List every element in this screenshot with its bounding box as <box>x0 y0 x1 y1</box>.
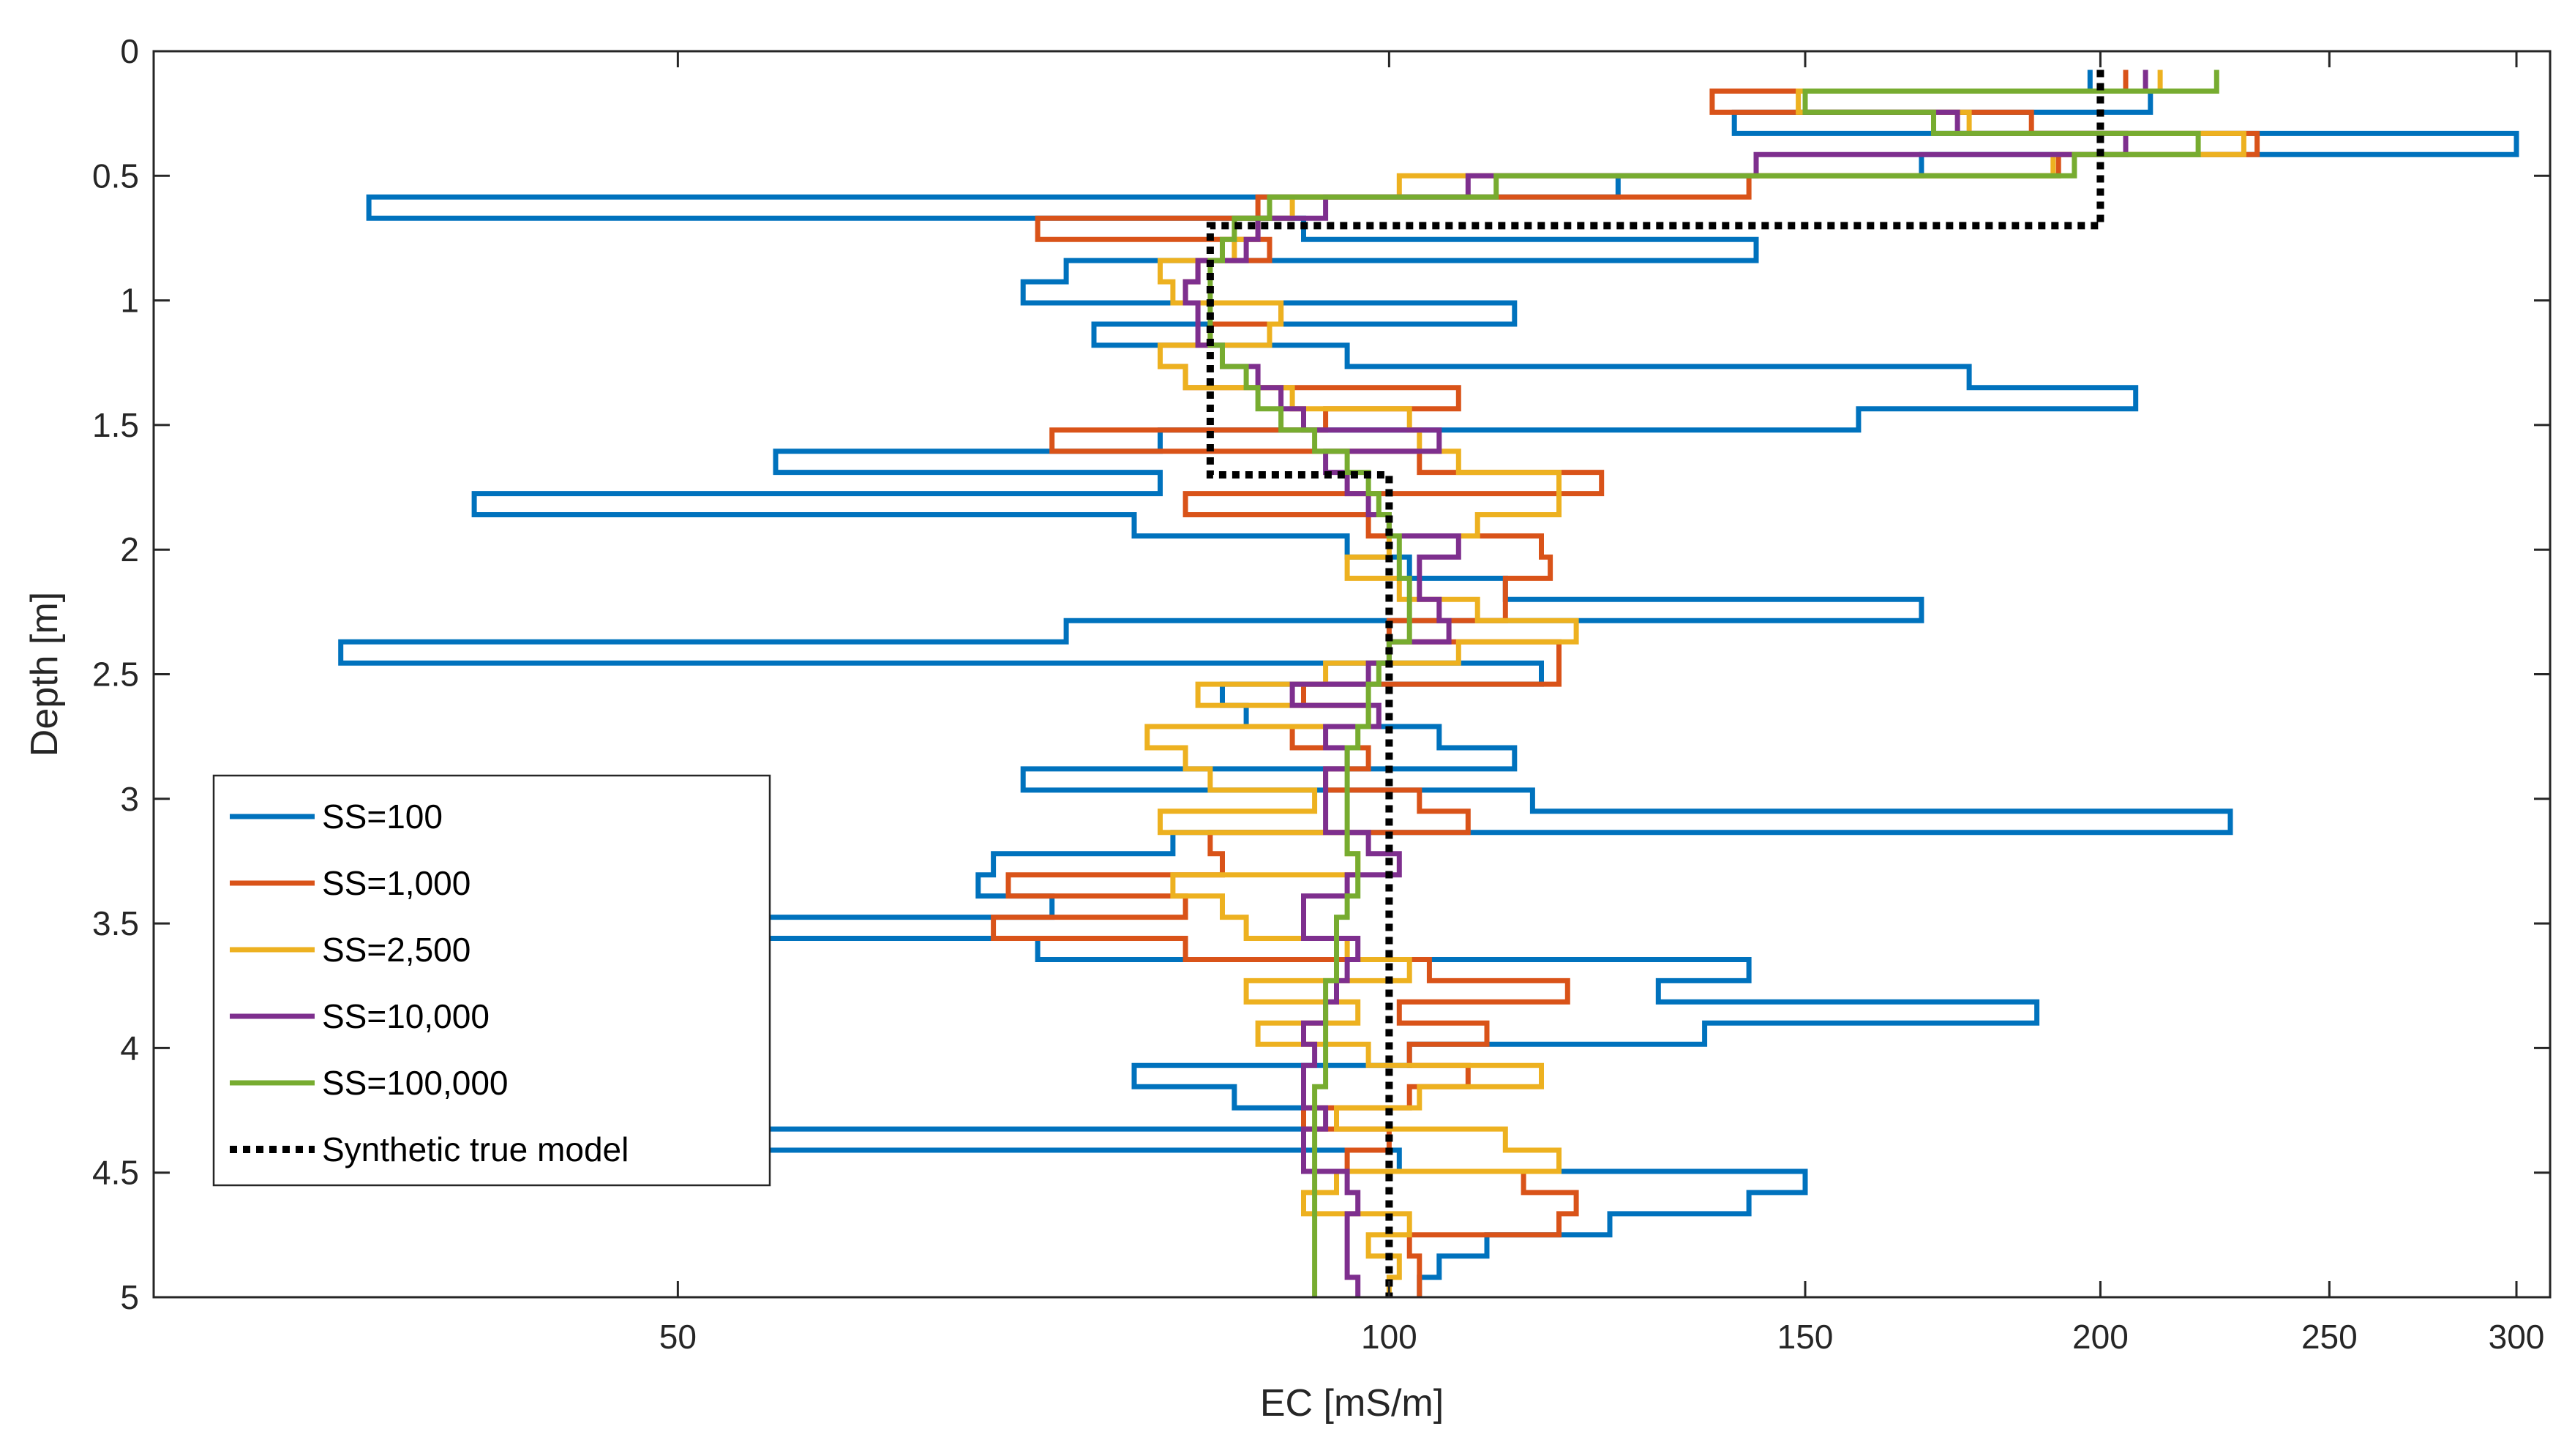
y-tick-label: 4 <box>120 1029 139 1067</box>
y-tick-label: 5 <box>120 1278 139 1316</box>
y-tick-label: 1.5 <box>92 406 139 444</box>
x-tick-label: 100 <box>1361 1318 1417 1356</box>
series-line-ss-100-000 <box>1207 70 2219 1297</box>
y-tick-label: 3.5 <box>92 904 139 942</box>
y-tick-label: 0.5 <box>92 157 139 195</box>
legend-label: SS=10,000 <box>322 997 490 1035</box>
series-line-synthetic-true-model <box>1206 70 2104 1297</box>
x-tick-label: 50 <box>659 1318 697 1356</box>
y-tick-label: 2 <box>120 530 139 568</box>
axis-ticks: 50 100 150 200 250 300 0 0.5 1 1.5 2 2.5 3 3.5 4 4.5 5 <box>92 32 2550 1356</box>
y-tick-label: 3 <box>120 780 139 818</box>
y-tick-label: 0 <box>120 32 139 70</box>
y-tick-label: 4.5 <box>92 1154 139 1192</box>
legend-label: SS=100 <box>322 798 443 836</box>
legend-label: SS=2,500 <box>322 931 471 969</box>
x-tick-label: 250 <box>2301 1318 2358 1356</box>
y-tick-label: 2.5 <box>92 656 139 694</box>
legend-label: Synthetic true model <box>322 1130 629 1168</box>
y-axis-label: Depth [m] <box>23 592 66 757</box>
x-tick-label: 200 <box>2072 1318 2129 1356</box>
y-tick-label: 1 <box>120 282 139 320</box>
legend-label: SS=100,000 <box>322 1064 509 1102</box>
legend: SS=100 SS=1,000 SS=2,500 SS=10,000 SS=100,00… <box>212 774 771 1187</box>
x-tick-label: 150 <box>1777 1318 1834 1356</box>
x-tick-label: 300 <box>2489 1318 2545 1356</box>
x-axis-label: EC [mS/m] <box>1260 1382 1444 1425</box>
series-layer <box>338 70 2519 1297</box>
series-line-ss-2-500 <box>1144 70 2246 1297</box>
legend-label: SS=1,000 <box>322 864 471 902</box>
legend-box <box>212 774 771 1187</box>
